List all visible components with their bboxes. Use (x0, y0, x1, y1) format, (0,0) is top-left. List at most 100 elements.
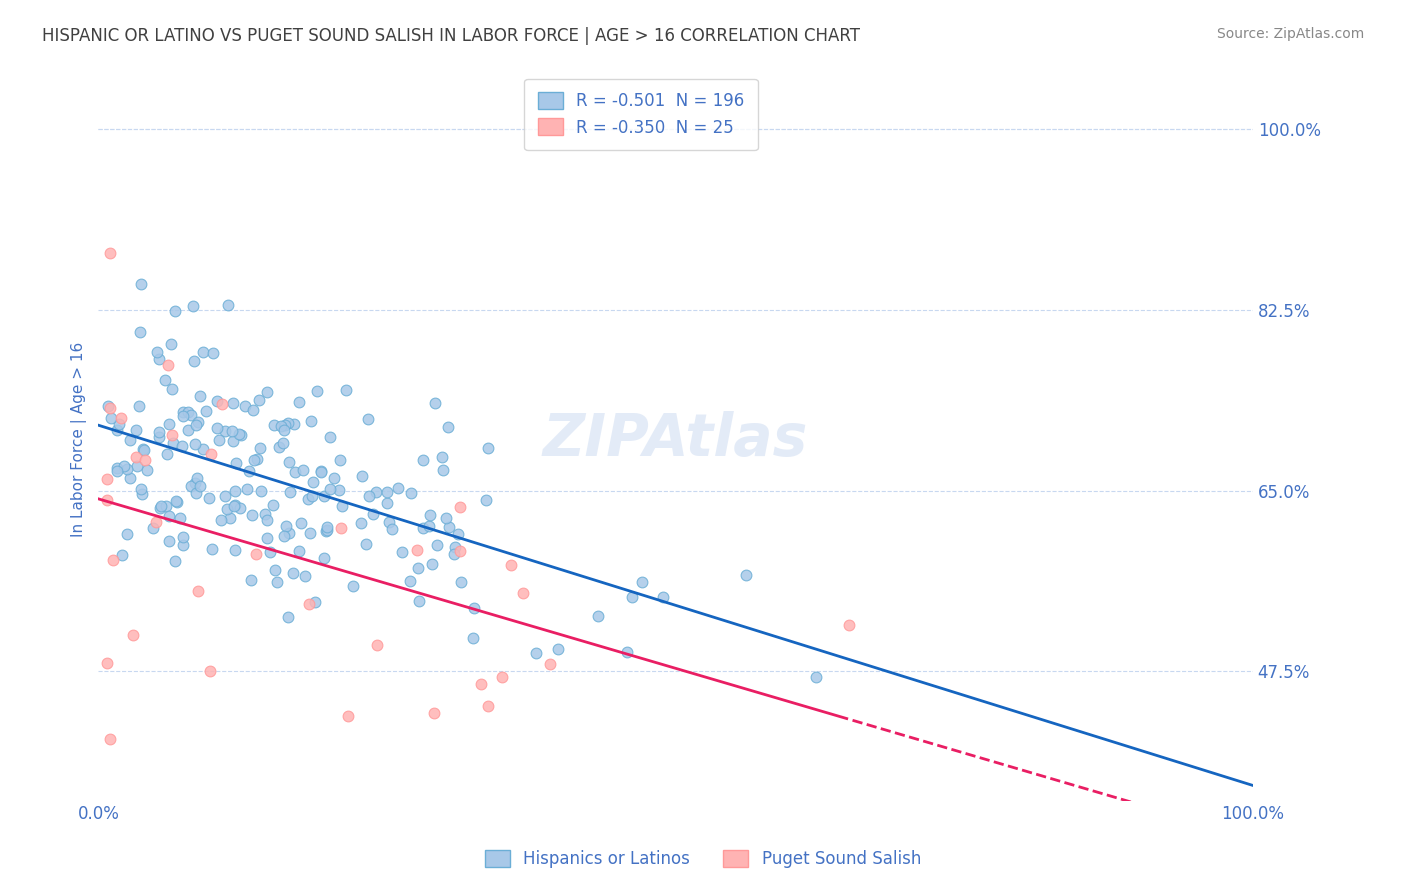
Point (301, 475, 323, 490)
Point (157, 533, 180, 548)
Point (224, 498, 246, 512)
Point (243, 453, 266, 467)
Point (651, 590, 673, 604)
Point (180, 408, 202, 422)
Point (277, 525, 299, 540)
Point (322, 471, 344, 485)
Point (172, 405, 194, 419)
Point (108, 417, 131, 431)
Point (128, 399, 150, 413)
Point (329, 521, 352, 535)
Point (354, 537, 377, 551)
Text: HISPANIC OR LATINO VS PUGET SOUND SALISH IN LABOR FORCE | AGE > 16 CORRELATION C: HISPANIC OR LATINO VS PUGET SOUND SALISH… (42, 27, 860, 45)
Point (361, 507, 384, 521)
Point (105, 460, 128, 475)
Point (512, 586, 534, 600)
Point (470, 677, 492, 691)
Point (105, 423, 128, 437)
Point (198, 665, 221, 679)
Point (499, 558, 522, 573)
Point (292, 463, 315, 477)
Point (148, 425, 170, 439)
Point (157, 417, 180, 431)
Point (186, 471, 208, 485)
Point (430, 450, 453, 464)
Point (547, 642, 569, 657)
Point (273, 529, 295, 543)
Point (274, 519, 297, 533)
Point (183, 354, 205, 368)
Point (194, 404, 217, 418)
Point (378, 515, 401, 529)
Point (96, 472, 118, 486)
Point (277, 455, 299, 469)
Point (288, 544, 311, 558)
Point (250, 483, 273, 498)
Point (357, 489, 380, 503)
Point (423, 396, 446, 410)
Point (420, 557, 443, 571)
Point (314, 551, 336, 566)
Point (273, 423, 295, 437)
Point (432, 463, 454, 477)
Point (318, 430, 340, 444)
Point (160, 336, 183, 351)
Point (364, 484, 387, 499)
Text: ZIPAtlas: ZIPAtlas (543, 410, 808, 467)
Point (309, 466, 332, 480)
Point (301, 489, 323, 503)
Point (146, 345, 169, 359)
Point (233, 399, 256, 413)
Point (217, 298, 239, 312)
Point (169, 511, 191, 525)
Point (290, 516, 312, 530)
Point (405, 543, 427, 558)
Point (208, 434, 231, 448)
Point (838, 618, 860, 632)
Point (350, 468, 373, 483)
Point (387, 481, 409, 495)
Point (125, 450, 148, 465)
Point (125, 423, 148, 437)
Point (463, 601, 485, 615)
Point (247, 393, 270, 408)
Point (221, 396, 243, 410)
Point (524, 646, 547, 660)
Point (475, 492, 498, 507)
Point (447, 527, 470, 541)
Point (350, 516, 373, 531)
Point (155, 373, 177, 387)
Point (391, 545, 413, 559)
Point (222, 499, 245, 513)
Point (408, 594, 430, 608)
Point (412, 452, 434, 467)
Point (229, 427, 252, 442)
Point (148, 352, 170, 367)
Point (166, 495, 188, 509)
Point (449, 544, 471, 558)
Point (330, 499, 353, 513)
Point (163, 303, 186, 318)
Point (256, 532, 278, 546)
Point (297, 491, 319, 506)
Point (125, 459, 148, 474)
Point (245, 548, 267, 562)
Point (329, 452, 352, 467)
Point (256, 384, 278, 399)
Point (155, 499, 177, 513)
Point (148, 430, 170, 444)
Point (477, 441, 499, 455)
Point (181, 299, 204, 313)
Point (218, 511, 240, 525)
Point (236, 482, 259, 496)
Point (136, 463, 159, 477)
Point (184, 475, 207, 490)
Point (209, 513, 232, 527)
Point (315, 524, 337, 538)
Point (316, 524, 339, 538)
Point (366, 638, 388, 652)
Point (225, 456, 247, 470)
Point (254, 507, 277, 521)
Point (240, 574, 263, 588)
Point (224, 543, 246, 558)
